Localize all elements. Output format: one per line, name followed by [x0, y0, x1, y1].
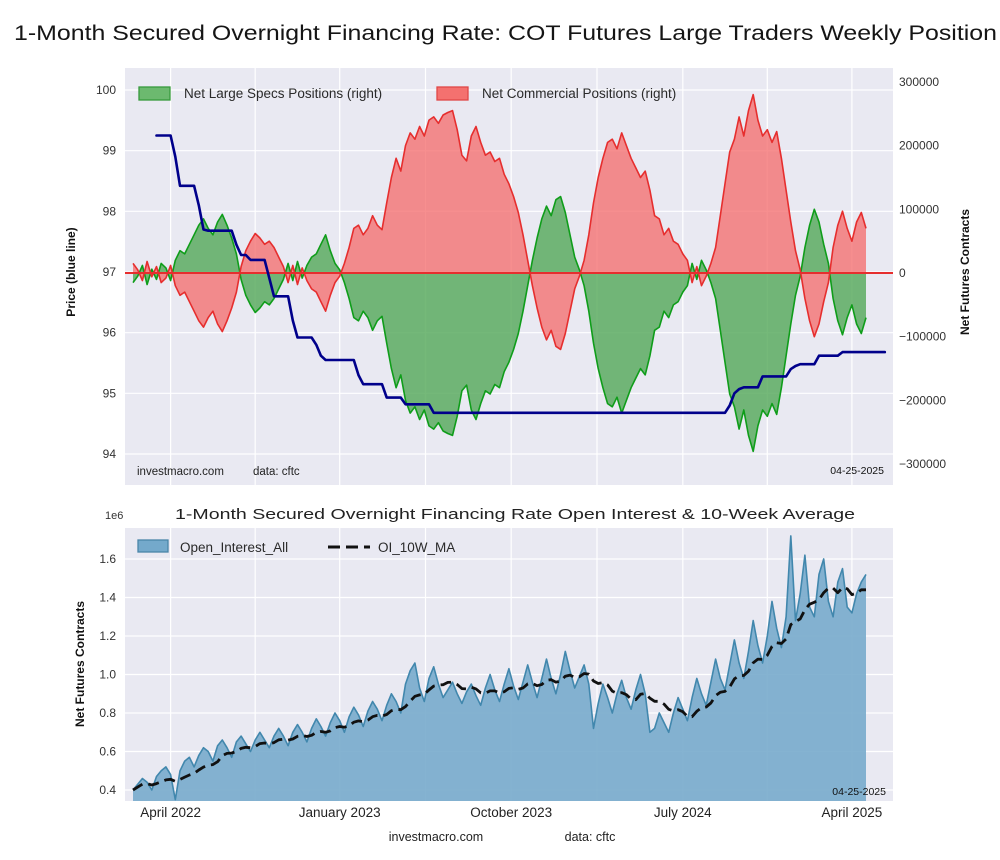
- footer-data-note: data: cftc: [565, 830, 616, 844]
- date-tick-label: January 2023: [299, 805, 381, 820]
- legend-label-oi-ma: OI_10W_MA: [378, 540, 455, 555]
- top-report-date: 04-25-2025: [830, 465, 884, 477]
- top-series-layer: [125, 93, 893, 453]
- price-tick-label: 95: [103, 386, 117, 400]
- bottom-y-tick-labels: 1.6 1.4 1.2 1.0 0.8 0.6 0.4: [99, 552, 116, 797]
- price-tick-label: 100: [96, 83, 116, 97]
- bottom-series-layer: [132, 535, 867, 801]
- net-commercial-area: [133, 94, 866, 350]
- top-contracts-tick-labels: 300000 200000 100000 0 −100000 −200000 −300000: [899, 75, 946, 471]
- oi-10w-ma-line: [132, 586, 866, 792]
- top-price-tick-labels: 100 99 98 97 96 95 94: [96, 83, 116, 461]
- contracts-tick-label: −300000: [899, 457, 946, 471]
- bottom-left-axis-label: Net Futures Contracts: [73, 601, 87, 727]
- contracts-tick-label: 100000: [899, 202, 939, 216]
- price-tick-label: 98: [103, 204, 117, 218]
- date-tick-label: April 2025: [822, 805, 883, 820]
- top-right-axis-label: Net Futures Contracts: [958, 209, 972, 335]
- oi-tick-label: 0.6: [99, 745, 116, 759]
- contracts-tick-label: 200000: [899, 139, 939, 153]
- price-line: [155, 134, 887, 415]
- footer-source: investmacro.com: [389, 830, 483, 844]
- legend-swatch-open-interest: [137, 539, 169, 553]
- contracts-tick-label: −200000: [899, 393, 946, 407]
- date-tick-label: April 2022: [140, 805, 201, 820]
- oi-tick-label: 1.6: [99, 552, 116, 566]
- price-tick-label: 94: [103, 447, 117, 461]
- date-tick-label: October 2023: [470, 805, 552, 820]
- price-tick-label: 96: [103, 326, 117, 340]
- y-axis-offset-label: 1e6: [105, 510, 123, 522]
- date-tick-label: July 2024: [654, 805, 712, 820]
- top-data-note: data: cftc: [253, 466, 300, 478]
- oi-tick-label: 1.4: [99, 591, 116, 605]
- top-source-note: investmacro.com: [137, 466, 224, 478]
- legend-label-net-commercial: Net Commercial Positions (right): [482, 86, 676, 101]
- open-interest-edge: [132, 535, 867, 801]
- bottom-report-date: 04-25-2025: [832, 786, 886, 798]
- legend-label-net-large-specs: Net Large Specs Positions (right): [184, 86, 382, 101]
- figure-title: 1-Month Secured Overnight Financing Rate…: [14, 22, 997, 45]
- oi-tick-label: 1.0: [99, 668, 116, 682]
- oi-tick-label: 0.8: [99, 706, 116, 720]
- oi-tick-label: 0.4: [99, 783, 116, 797]
- net-large-specs-edge: [132, 195, 867, 453]
- net-commercial-edge: [132, 93, 867, 351]
- contracts-tick-label: 300000: [899, 75, 939, 89]
- legend-label-open-interest: Open_Interest_All: [180, 540, 288, 555]
- net-large-specs-area: [133, 196, 866, 452]
- bottom-chart-title: 1-Month Secured Overnight Financing Rate…: [175, 506, 855, 523]
- price-tick-label: 99: [103, 144, 117, 158]
- contracts-tick-label: −100000: [899, 330, 946, 344]
- legend-swatch-net-large-specs: [138, 86, 171, 101]
- oi-tick-label: 1.2: [99, 629, 116, 643]
- top-left-axis-label: Price (blue line): [64, 227, 78, 316]
- open-interest-area: [133, 535, 866, 801]
- legend-swatch-net-commercial: [436, 86, 469, 101]
- bottom-x-tick-labels: April 2022 January 2023 October 2023 July 2…: [140, 805, 882, 820]
- contracts-tick-label: 0: [899, 266, 906, 280]
- price-tick-label: 97: [103, 265, 117, 279]
